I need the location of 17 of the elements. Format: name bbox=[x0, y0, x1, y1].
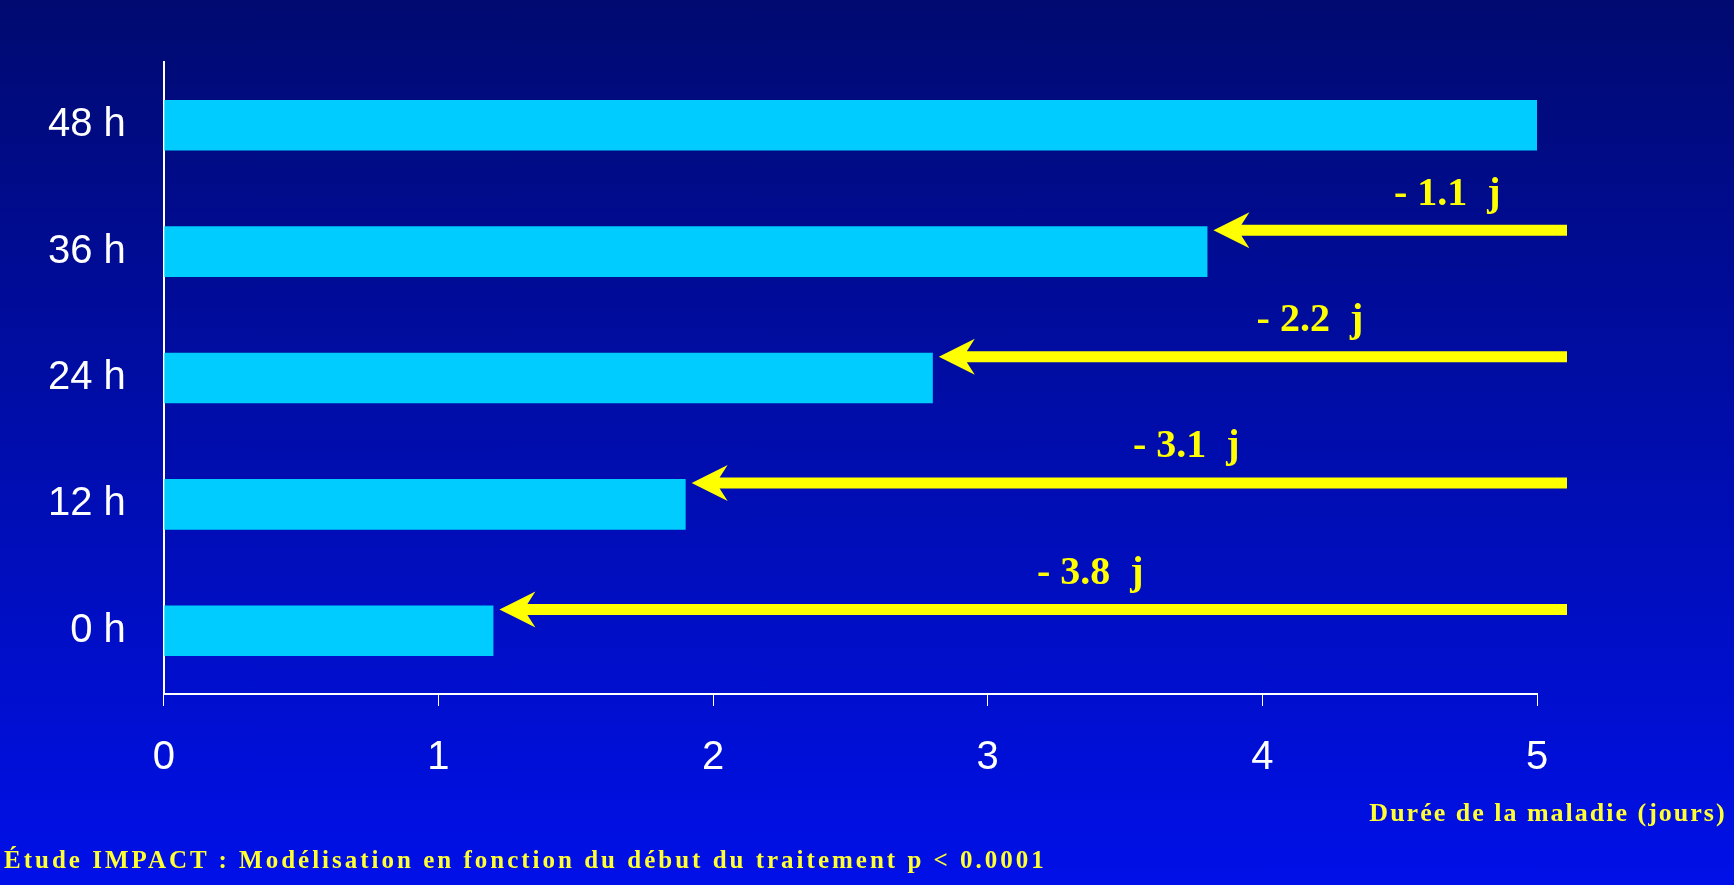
y-tick-label: 36 h bbox=[47, 226, 126, 271]
annotation: - 3.1 j bbox=[1133, 421, 1240, 467]
x-tick-label: 4 bbox=[1251, 733, 1274, 778]
x-tick-label: 2 bbox=[701, 733, 725, 778]
x-tick-label: 3 bbox=[976, 733, 999, 778]
y-tick-label: 48 h bbox=[47, 100, 126, 145]
annotation: - 1.1 j bbox=[1393, 168, 1501, 214]
x-axis-title: Durée de la maladie (jours) bbox=[1368, 797, 1728, 829]
x-tick-label: 1 bbox=[427, 733, 450, 778]
text: Étude IMPACT : Modélisation en fonction du début du traitement p < 0.0001 bbox=[4, 846, 1047, 874]
y-tick-label: 12 h bbox=[47, 479, 126, 524]
y-tick-label: 0 h bbox=[70, 605, 126, 650]
annotation: - 2.2 j bbox=[1256, 295, 1364, 341]
annotation: - 3.8 j bbox=[1036, 547, 1144, 593]
y-tick-label: 24 h bbox=[47, 353, 126, 398]
x-tick-label: 5 bbox=[1525, 733, 1549, 778]
x-tick-label: 0 bbox=[152, 733, 175, 778]
